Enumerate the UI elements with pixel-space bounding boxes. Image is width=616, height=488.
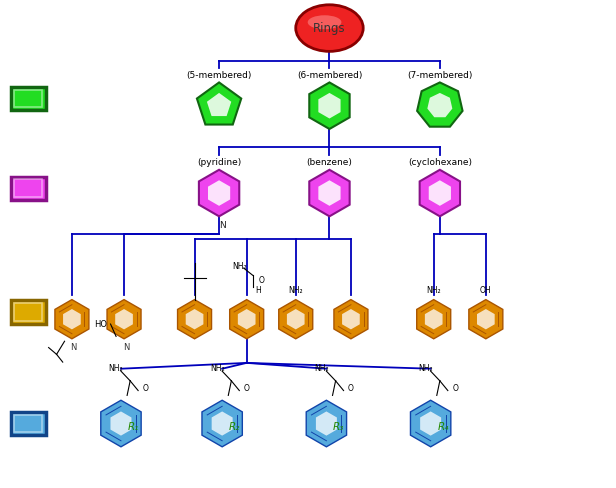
- Polygon shape: [309, 170, 350, 216]
- Polygon shape: [55, 300, 89, 339]
- Text: (6-membered): (6-membered): [297, 71, 362, 80]
- Polygon shape: [306, 400, 347, 447]
- Polygon shape: [197, 82, 241, 124]
- Text: NH₂: NH₂: [109, 364, 123, 373]
- Text: R₂: R₂: [229, 423, 240, 432]
- Text: NH₂: NH₂: [418, 364, 433, 373]
- Polygon shape: [230, 300, 264, 339]
- Text: NH₂: NH₂: [288, 286, 303, 295]
- Text: R₃: R₃: [333, 423, 344, 432]
- Polygon shape: [101, 400, 141, 447]
- Polygon shape: [425, 309, 442, 329]
- FancyBboxPatch shape: [14, 415, 43, 432]
- Text: NH₂: NH₂: [426, 286, 441, 295]
- Text: N: N: [71, 343, 77, 352]
- Polygon shape: [212, 411, 233, 436]
- Ellipse shape: [308, 15, 341, 29]
- Polygon shape: [318, 93, 341, 119]
- Text: R₄: R₄: [437, 423, 448, 432]
- Text: (5-membered): (5-membered): [187, 71, 252, 80]
- Polygon shape: [63, 309, 81, 329]
- Text: O: O: [348, 384, 354, 393]
- FancyBboxPatch shape: [10, 412, 46, 435]
- Polygon shape: [477, 309, 495, 329]
- Polygon shape: [110, 411, 131, 436]
- Polygon shape: [177, 300, 211, 339]
- FancyBboxPatch shape: [14, 180, 43, 197]
- Polygon shape: [208, 180, 230, 206]
- Text: NH₂: NH₂: [314, 364, 329, 373]
- Polygon shape: [428, 93, 452, 117]
- Text: (7-membered): (7-membered): [407, 71, 472, 80]
- Polygon shape: [316, 411, 337, 436]
- Polygon shape: [207, 93, 231, 116]
- Ellipse shape: [296, 5, 363, 51]
- Polygon shape: [420, 411, 441, 436]
- FancyBboxPatch shape: [10, 87, 46, 110]
- FancyBboxPatch shape: [14, 90, 43, 107]
- Polygon shape: [279, 300, 313, 339]
- Polygon shape: [416, 300, 451, 339]
- FancyBboxPatch shape: [10, 300, 46, 324]
- Polygon shape: [334, 300, 368, 339]
- Text: Rings: Rings: [313, 21, 346, 35]
- Polygon shape: [185, 309, 203, 329]
- Text: (pyridine): (pyridine): [197, 158, 241, 167]
- Polygon shape: [115, 309, 133, 329]
- Text: N: N: [123, 343, 129, 352]
- Text: N: N: [219, 221, 225, 229]
- Text: O: O: [452, 384, 458, 393]
- Text: O: O: [259, 276, 265, 285]
- Text: O: O: [244, 384, 249, 393]
- Text: H: H: [255, 286, 261, 295]
- Text: (benzene): (benzene): [307, 158, 352, 167]
- Text: O: O: [142, 384, 148, 393]
- Polygon shape: [199, 170, 239, 216]
- Polygon shape: [318, 180, 341, 206]
- Polygon shape: [410, 400, 451, 447]
- Polygon shape: [309, 82, 350, 129]
- Polygon shape: [287, 309, 304, 329]
- Polygon shape: [342, 309, 360, 329]
- FancyBboxPatch shape: [10, 177, 46, 200]
- Text: HO: HO: [94, 320, 107, 328]
- Polygon shape: [419, 170, 460, 216]
- Polygon shape: [107, 300, 141, 339]
- Text: NH₂: NH₂: [232, 262, 246, 271]
- Text: OH: OH: [480, 286, 492, 295]
- FancyBboxPatch shape: [14, 303, 43, 321]
- Text: (cyclohexane): (cyclohexane): [408, 158, 472, 167]
- Polygon shape: [469, 300, 503, 339]
- Polygon shape: [429, 180, 451, 206]
- Polygon shape: [238, 309, 256, 329]
- Text: NH₂: NH₂: [210, 364, 225, 373]
- Polygon shape: [417, 82, 463, 127]
- Text: R₁: R₁: [128, 423, 139, 432]
- Polygon shape: [202, 400, 242, 447]
